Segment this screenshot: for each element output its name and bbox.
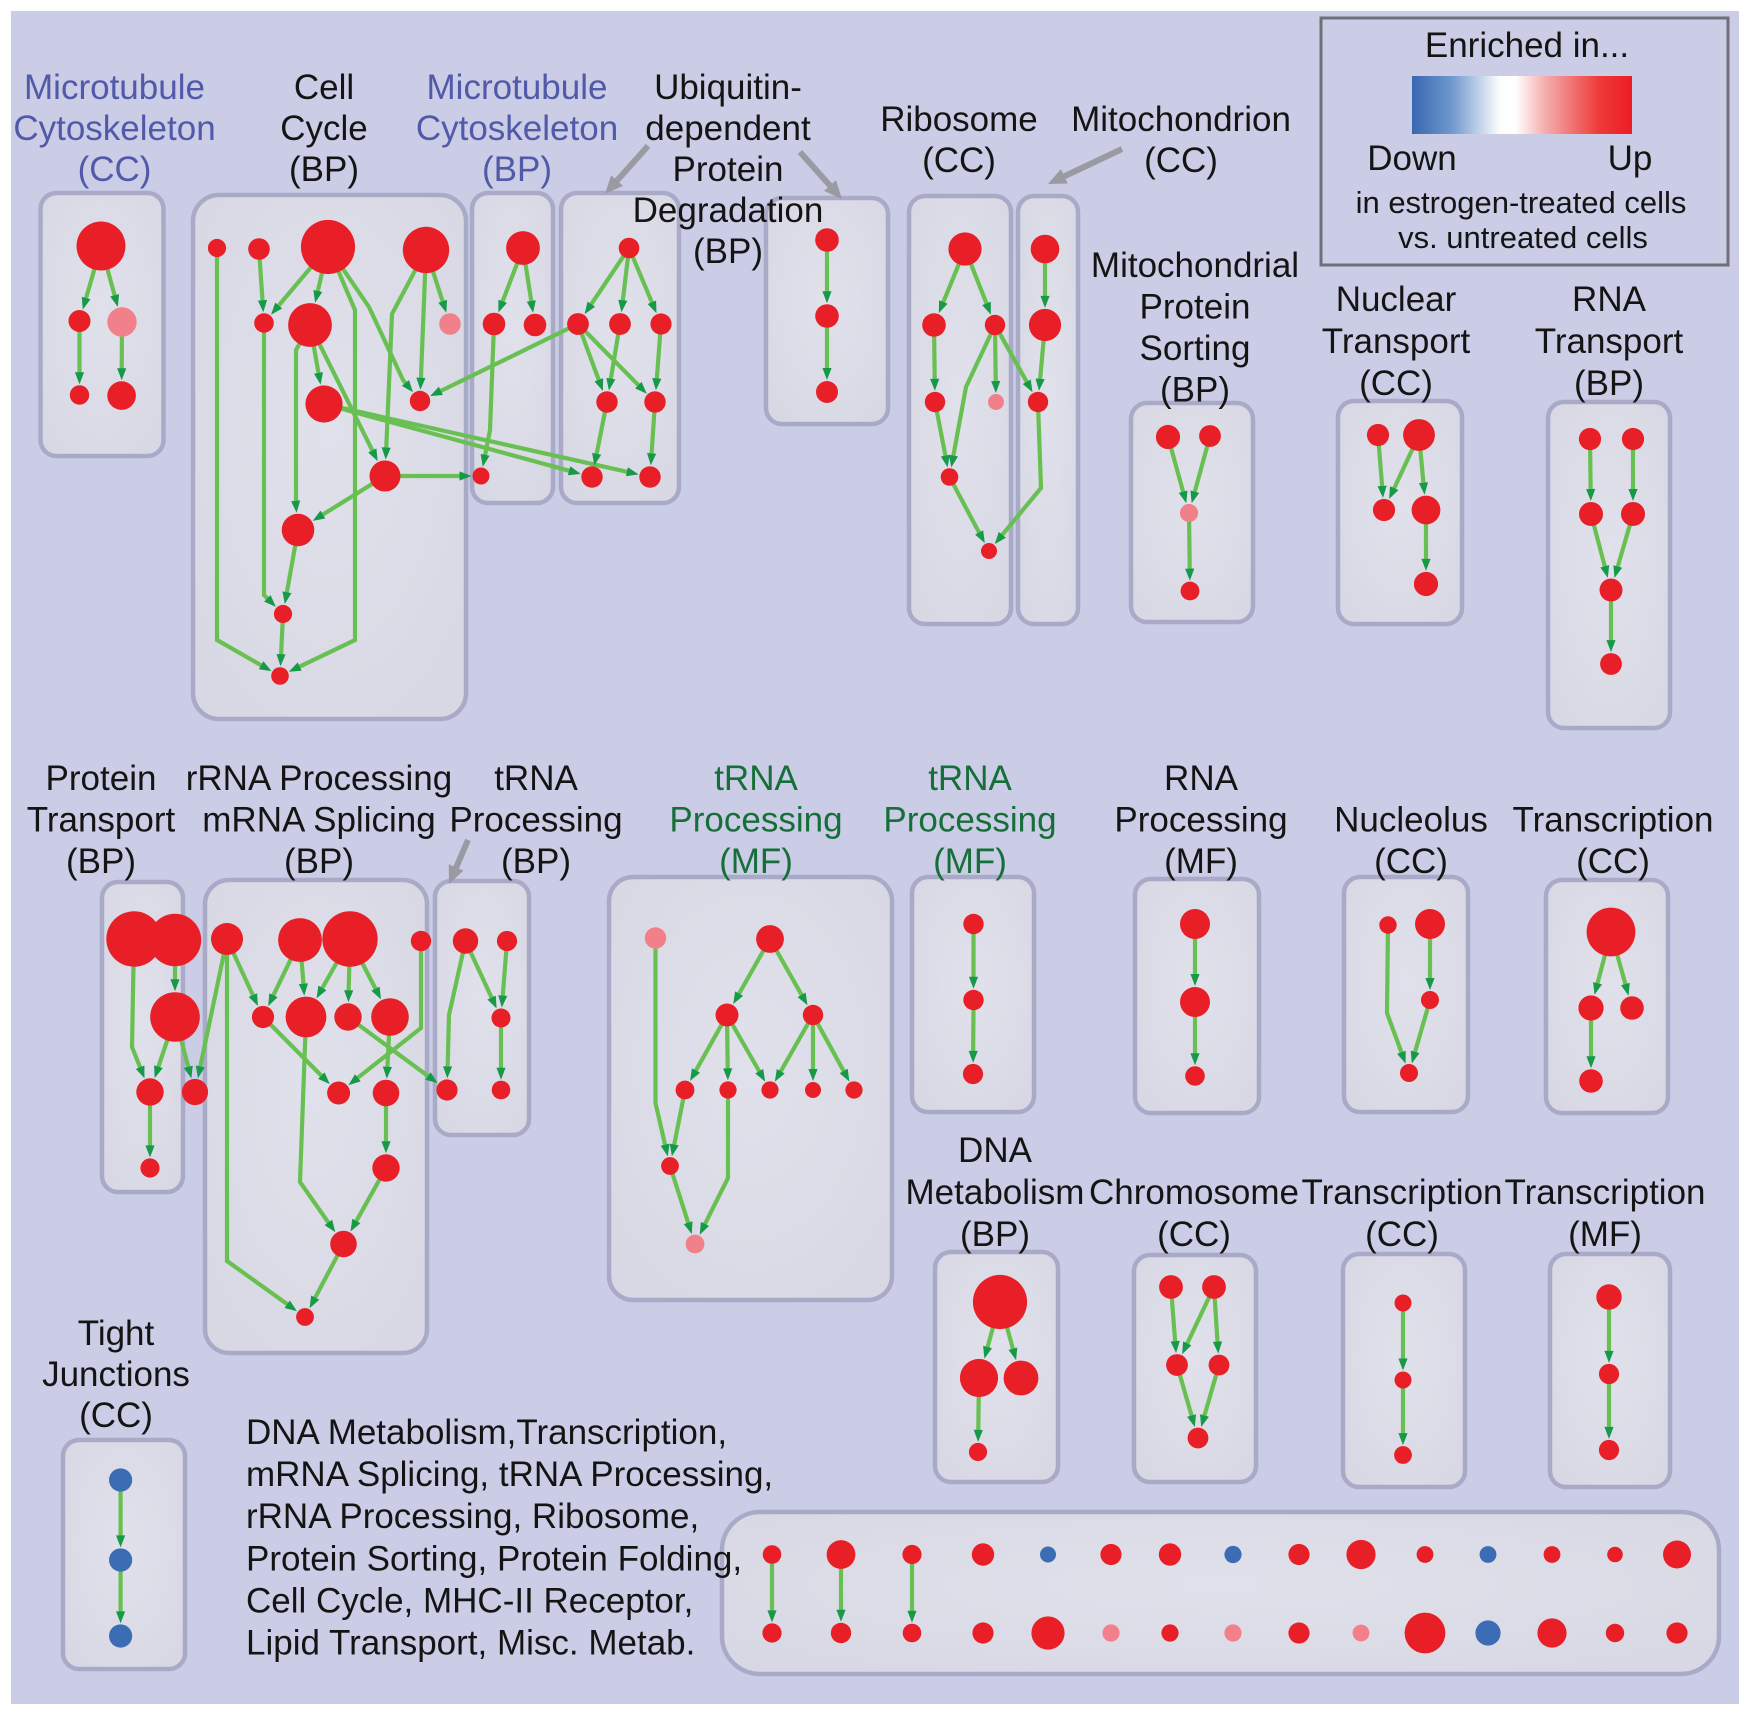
svg-text:Microtubule: Microtubule <box>427 68 608 107</box>
svg-text:(BP): (BP) <box>693 232 763 271</box>
svg-text:(CC): (CC) <box>1576 842 1650 881</box>
svg-text:mRNA Splicing: mRNA Splicing <box>202 801 435 840</box>
svg-text:Cytoskeleton: Cytoskeleton <box>13 109 215 148</box>
svg-text:DNA: DNA <box>958 1131 1033 1170</box>
svg-text:Processing: Processing <box>669 801 842 840</box>
svg-text:Lipid Transport, Misc. Metab.: Lipid Transport, Misc. Metab. <box>246 1624 695 1663</box>
svg-text:tRNA: tRNA <box>928 759 1012 798</box>
svg-text:tRNA: tRNA <box>494 759 578 798</box>
svg-text:(CC): (CC) <box>1144 141 1218 180</box>
svg-text:Up: Up <box>1608 139 1653 178</box>
svg-text:(MF): (MF) <box>1164 842 1238 881</box>
svg-text:(BP): (BP) <box>1574 364 1644 403</box>
svg-text:(CC): (CC) <box>78 150 152 189</box>
svg-text:(BP): (BP) <box>66 842 136 881</box>
svg-text:Ubiquitin-: Ubiquitin- <box>654 68 802 107</box>
svg-text:Processing: Processing <box>883 801 1056 840</box>
svg-text:Cell Cycle, MHC-II Receptor,: Cell Cycle, MHC-II Receptor, <box>246 1581 693 1620</box>
svg-text:Chromosome: Chromosome <box>1089 1173 1299 1212</box>
svg-text:in estrogen-treated cells: in estrogen-treated cells <box>1356 185 1687 220</box>
svg-text:(CC): (CC) <box>79 1396 153 1435</box>
svg-text:Transcription: Transcription <box>1505 1173 1706 1212</box>
svg-text:(BP): (BP) <box>284 842 354 881</box>
svg-text:Transcription: Transcription <box>1302 1173 1503 1212</box>
svg-text:Nuclear: Nuclear <box>1336 280 1457 319</box>
svg-text:Mitochondrion: Mitochondrion <box>1071 100 1291 139</box>
svg-text:(CC): (CC) <box>1365 1215 1439 1254</box>
svg-text:(CC): (CC) <box>1157 1215 1231 1254</box>
svg-text:Ribosome: Ribosome <box>880 100 1038 139</box>
svg-text:Protein Sorting, Protein Foldi: Protein Sorting, Protein Folding, <box>246 1539 742 1578</box>
svg-text:Tight: Tight <box>78 1314 155 1353</box>
svg-text:(BP): (BP) <box>960 1215 1030 1254</box>
svg-text:Degradation: Degradation <box>633 191 824 230</box>
svg-text:Protein: Protein <box>1140 288 1251 327</box>
svg-text:tRNA: tRNA <box>714 759 798 798</box>
svg-text:Cell: Cell <box>294 68 354 107</box>
svg-text:Cycle: Cycle <box>280 109 368 148</box>
svg-text:Junctions: Junctions <box>42 1355 190 1394</box>
svg-text:Metabolism: Metabolism <box>906 1173 1085 1212</box>
svg-text:Processing: Processing <box>449 801 622 840</box>
svg-text:(MF): (MF) <box>1568 1215 1642 1254</box>
svg-text:Down: Down <box>1367 139 1456 178</box>
svg-text:(BP): (BP) <box>501 842 571 881</box>
svg-text:Cytoskeleton: Cytoskeleton <box>416 109 618 148</box>
svg-text:Mitochondrial: Mitochondrial <box>1091 246 1299 285</box>
svg-text:(BP): (BP) <box>1160 371 1230 410</box>
svg-text:(BP): (BP) <box>482 150 552 189</box>
svg-text:Transport: Transport <box>1322 322 1471 361</box>
svg-text:Nucleolus: Nucleolus <box>1334 801 1488 840</box>
svg-text:Processing: Processing <box>1114 801 1287 840</box>
svg-text:(BP): (BP) <box>289 150 359 189</box>
svg-text:(CC): (CC) <box>1374 842 1448 881</box>
svg-text:Transport: Transport <box>1535 322 1684 361</box>
svg-text:(MF): (MF) <box>719 842 793 881</box>
svg-text:Protein: Protein <box>46 759 157 798</box>
svg-text:DNA Metabolism,Transcription,: DNA Metabolism,Transcription, <box>246 1413 727 1452</box>
svg-text:mRNA Splicing, tRNA Processing: mRNA Splicing, tRNA Processing, <box>246 1455 773 1494</box>
svg-text:Transcription: Transcription <box>1513 801 1714 840</box>
svg-text:RNA: RNA <box>1572 280 1647 319</box>
svg-text:(CC): (CC) <box>1359 364 1433 403</box>
svg-text:Microtubule: Microtubule <box>24 68 205 107</box>
svg-text:(CC): (CC) <box>922 141 996 180</box>
svg-text:RNA: RNA <box>1164 759 1239 798</box>
svg-text:Transport: Transport <box>27 801 176 840</box>
svg-text:(MF): (MF) <box>933 842 1007 881</box>
svg-text:Enriched in...: Enriched in... <box>1425 26 1629 65</box>
svg-text:rRNA Processing: rRNA Processing <box>186 759 452 798</box>
svg-text:rRNA Processing, Ribosome,: rRNA Processing, Ribosome, <box>246 1497 699 1536</box>
svg-text:Sorting: Sorting <box>1140 329 1251 368</box>
svg-text:vs. untreated cells: vs. untreated cells <box>1398 220 1648 255</box>
svg-text:Protein: Protein <box>673 150 784 189</box>
svg-text:dependent: dependent <box>645 109 811 148</box>
